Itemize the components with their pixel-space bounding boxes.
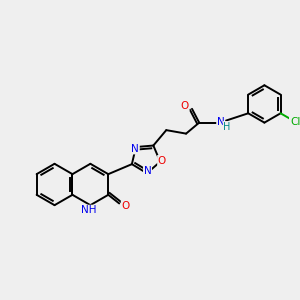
Text: O: O bbox=[181, 101, 189, 111]
Text: H: H bbox=[224, 122, 231, 132]
Text: N: N bbox=[131, 144, 139, 154]
Text: O: O bbox=[158, 156, 166, 166]
Text: N: N bbox=[144, 167, 152, 176]
Text: NH: NH bbox=[81, 205, 97, 215]
Text: Cl: Cl bbox=[290, 117, 300, 127]
Text: N: N bbox=[217, 117, 225, 127]
Text: O: O bbox=[122, 201, 130, 211]
